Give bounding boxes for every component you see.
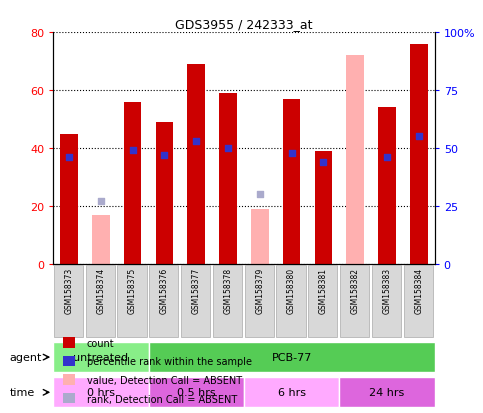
Bar [410, 45, 427, 264]
Point [160, 152, 168, 159]
Text: value, Detection Call = ABSENT: value, Detection Call = ABSENT [87, 375, 242, 385]
Bar [346, 56, 364, 264]
Bar [60, 134, 78, 264]
Text: GSM158382: GSM158382 [351, 267, 360, 313]
Point [383, 154, 391, 161]
FancyBboxPatch shape [54, 266, 83, 337]
Text: GSM158379: GSM158379 [256, 267, 264, 313]
Text: untreated: untreated [73, 352, 128, 362]
Bar [187, 65, 205, 264]
Text: GSM158378: GSM158378 [224, 267, 232, 313]
Text: GSM158373: GSM158373 [65, 267, 73, 313]
Text: 6 hrs: 6 hrs [278, 387, 306, 397]
Bar [219, 94, 237, 264]
FancyBboxPatch shape [403, 266, 433, 337]
Bar [124, 102, 142, 264]
FancyBboxPatch shape [181, 266, 210, 337]
Point [65, 154, 73, 161]
Point [97, 199, 105, 205]
FancyBboxPatch shape [308, 266, 338, 337]
Point [256, 192, 264, 198]
Text: 24 hrs: 24 hrs [369, 387, 405, 397]
Text: count: count [87, 338, 114, 348]
FancyBboxPatch shape [372, 266, 401, 337]
Bar [251, 209, 269, 264]
Text: rank, Detection Call = ABSENT: rank, Detection Call = ABSENT [87, 394, 237, 404]
Point [129, 148, 137, 154]
FancyBboxPatch shape [340, 266, 369, 337]
Point [288, 150, 296, 157]
FancyBboxPatch shape [149, 266, 178, 337]
FancyBboxPatch shape [149, 342, 435, 372]
Text: GSM158384: GSM158384 [414, 267, 423, 313]
Text: 0.5 hrs: 0.5 hrs [177, 387, 215, 397]
Bar [378, 108, 396, 264]
Bar [156, 123, 173, 264]
Text: time: time [10, 387, 35, 397]
Text: GSM158374: GSM158374 [96, 267, 105, 313]
Title: GDS3955 / 242333_at: GDS3955 / 242333_at [175, 17, 313, 31]
Bar [92, 215, 110, 264]
FancyBboxPatch shape [244, 377, 339, 407]
Text: GSM158376: GSM158376 [160, 267, 169, 313]
Point [415, 134, 423, 140]
Text: GSM158383: GSM158383 [383, 267, 392, 313]
Text: 0 hrs: 0 hrs [87, 387, 115, 397]
Bar [283, 100, 300, 264]
Text: GSM158375: GSM158375 [128, 267, 137, 313]
FancyBboxPatch shape [244, 266, 274, 337]
FancyBboxPatch shape [276, 266, 306, 337]
Bar [314, 152, 332, 264]
Text: GSM158377: GSM158377 [192, 267, 201, 313]
FancyBboxPatch shape [85, 266, 115, 337]
FancyBboxPatch shape [213, 266, 242, 337]
Text: GSM158381: GSM158381 [319, 267, 328, 313]
Point [224, 145, 232, 152]
FancyBboxPatch shape [53, 342, 149, 372]
FancyBboxPatch shape [53, 377, 149, 407]
Text: percentile rank within the sample: percentile rank within the sample [87, 356, 252, 366]
FancyBboxPatch shape [117, 266, 147, 337]
Text: agent: agent [10, 352, 42, 362]
FancyBboxPatch shape [149, 377, 244, 407]
Text: GSM158380: GSM158380 [287, 267, 296, 313]
Point [320, 159, 327, 166]
Text: PCB-77: PCB-77 [271, 352, 312, 362]
FancyBboxPatch shape [339, 377, 435, 407]
Point [192, 138, 200, 145]
